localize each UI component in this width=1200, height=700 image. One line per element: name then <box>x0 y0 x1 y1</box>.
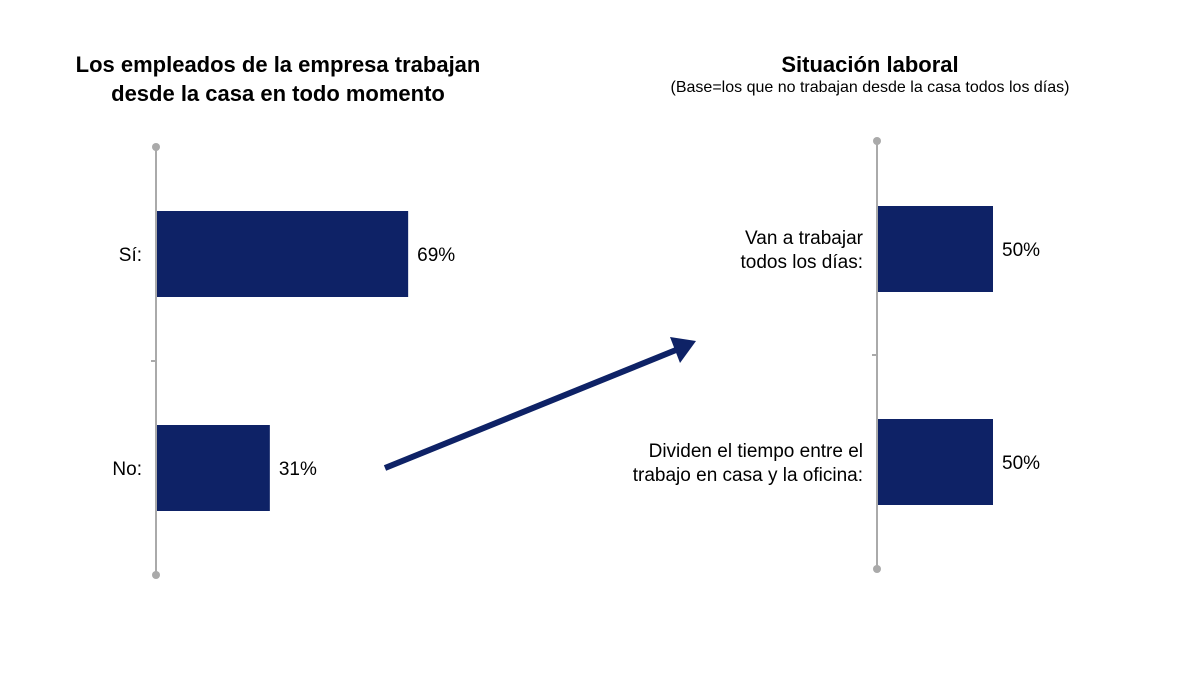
right-value-label-1: 50% <box>1002 240 1040 261</box>
left-bar-2 <box>157 425 270 511</box>
right-category-label-2-line-1: Dividen el tiempo entre el <box>649 441 863 462</box>
right-chart-subtitle: (Base=los que no trabajan desde la casa … <box>670 79 1070 96</box>
left-category-label-2-line-1: No: <box>112 459 142 480</box>
right-bar-2 <box>878 419 993 505</box>
right-bar-1 <box>878 206 993 292</box>
right-category-label-2: Dividen el tiempo entre el trabajo en cas… <box>633 441 863 486</box>
right-category-label-2-line-2: trabajo en casa y la oficina: <box>633 465 863 486</box>
left-category-label-2: No: <box>112 459 142 480</box>
right-axis-top-cap <box>873 137 881 145</box>
left-value-label-1: 69% <box>417 245 455 266</box>
right-category-label-1: Van a trabajar todos los días: <box>740 228 863 273</box>
right-value-label-2: 50% <box>1002 453 1040 474</box>
right-category-label-1-line-1: Van a trabajar <box>745 228 864 249</box>
left-category-label-1: Sí: <box>119 245 142 266</box>
left-chart-title-line-1: Los empleados de la empresa trabajan <box>75 52 481 77</box>
left-bar-1 <box>157 211 409 297</box>
right-category-label-1-line-2: todos los días: <box>740 252 863 273</box>
left-chart-title: Los empleados de la empresa trabajan des… <box>0 50 556 108</box>
right-chart-title: Situación laboral <box>781 52 959 77</box>
left-value-label-2: 31% <box>279 459 317 480</box>
left-axis-bottom-cap <box>152 571 160 579</box>
right-axis-bottom-cap <box>873 565 881 573</box>
left-chart-title-line-2: desde la casa en todo momento <box>111 81 445 106</box>
left-axis-top-cap <box>152 143 160 151</box>
left-category-label-1-line-1: Sí: <box>119 245 142 266</box>
connector-arrow-shaft <box>383 347 678 471</box>
connector-arrow-head <box>670 337 696 363</box>
